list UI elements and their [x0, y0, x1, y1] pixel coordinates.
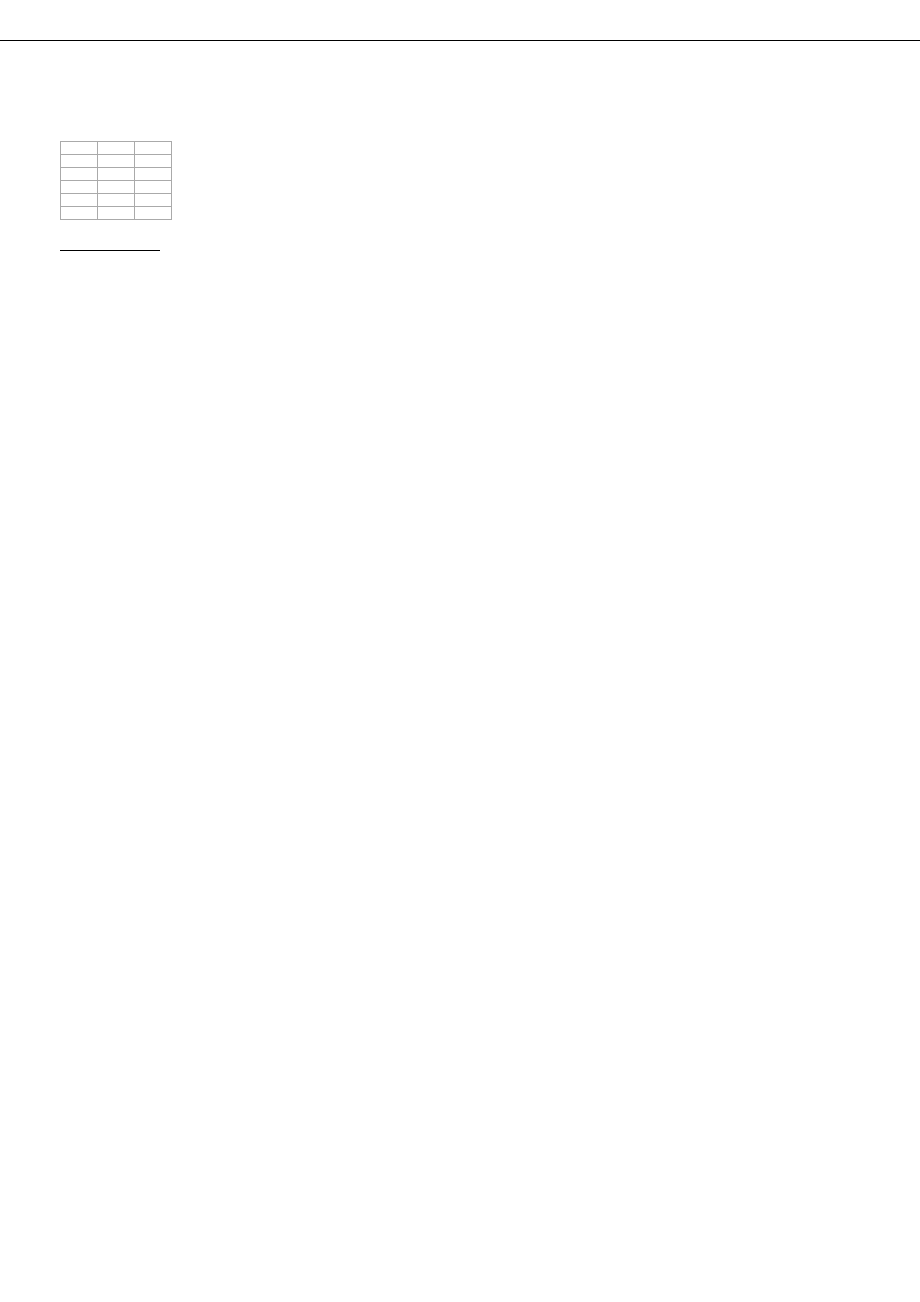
q1-bar-chart — [60, 272, 860, 557]
table-header — [135, 142, 172, 155]
blank-a — [60, 236, 110, 251]
table-cell — [135, 168, 172, 181]
q2-bar-chart — [60, 597, 380, 797]
table-cell — [61, 194, 98, 207]
table-cell — [98, 194, 135, 207]
table-cell — [98, 155, 135, 168]
q1-frequency-table — [60, 141, 172, 220]
table-cell — [61, 207, 98, 220]
table-cell — [135, 181, 172, 194]
table-cell — [135, 155, 172, 168]
q2-pie-chart — [420, 597, 620, 767]
table-cell — [98, 207, 135, 220]
table-header — [61, 142, 98, 155]
table-header — [98, 142, 135, 155]
table-cell — [135, 194, 172, 207]
table-cell — [61, 155, 98, 168]
q1-sub1 — [60, 232, 860, 262]
table-cell — [61, 181, 98, 194]
table-cell — [98, 181, 135, 194]
table-cell — [61, 168, 98, 181]
table-cell — [135, 207, 172, 220]
blank-b — [110, 236, 160, 251]
table-cell — [98, 168, 135, 181]
